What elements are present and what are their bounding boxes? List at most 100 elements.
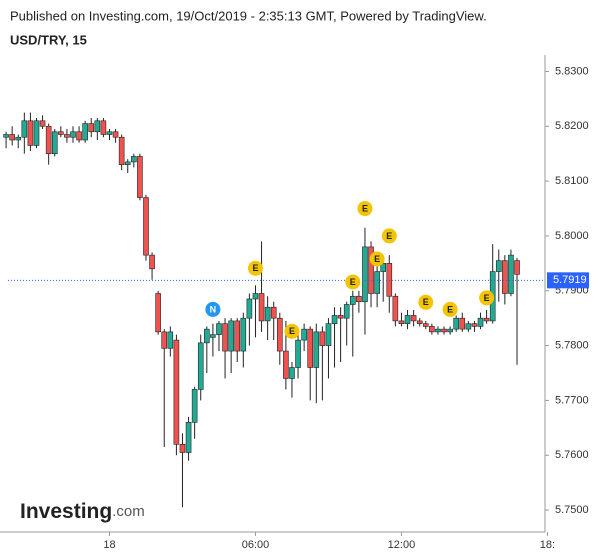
- x-tick-label: 06:00: [242, 539, 270, 551]
- candle-body: [343, 304, 350, 319]
- y-tick-label: 5.8100: [555, 175, 589, 187]
- candle-body: [64, 134, 70, 138]
- candle-body: [3, 134, 9, 138]
- event-label: E: [362, 203, 368, 213]
- y-tick-label: 5.7600: [555, 449, 589, 461]
- event-label: E: [374, 254, 380, 264]
- candle-body: [161, 331, 168, 349]
- candle-body: [301, 328, 307, 341]
- event-marker: [345, 274, 361, 290]
- event-marker: [247, 260, 263, 276]
- candle-body: [495, 260, 502, 272]
- candle-body: [131, 156, 137, 163]
- candle-body: [197, 342, 204, 390]
- event-marker: [369, 251, 385, 267]
- candle-body: [15, 136, 22, 141]
- candle-body: [483, 317, 490, 322]
- candle-body: [258, 293, 265, 322]
- event-label: E: [350, 277, 356, 287]
- candle-body: [173, 339, 180, 445]
- candle-body: [76, 131, 82, 141]
- candle-body: [58, 131, 64, 135]
- candle-body: [112, 131, 119, 138]
- candle-body: [167, 331, 174, 349]
- candle-body: [453, 317, 459, 330]
- last-price-box: [547, 272, 589, 289]
- candle-body: [264, 306, 271, 322]
- candle-body: [362, 246, 368, 303]
- x-tick-label: 18: [103, 539, 115, 551]
- candle-body: [100, 120, 107, 135]
- candle-body: [441, 328, 447, 333]
- y-tick-label: 5.8000: [555, 230, 589, 242]
- candle-body: [459, 317, 466, 330]
- candle-body: [222, 323, 228, 352]
- candle-body: [179, 443, 186, 453]
- candle-body: [313, 331, 320, 368]
- candle-body: [246, 298, 253, 319]
- y-tick-label: 5.7500: [555, 504, 589, 516]
- candle-body: [216, 323, 222, 335]
- event-label: E: [252, 263, 258, 273]
- candle-body: [185, 422, 192, 453]
- candle-body: [252, 293, 259, 300]
- candle-body: [118, 136, 125, 165]
- candle-body: [416, 320, 423, 324]
- event-marker: [357, 201, 373, 217]
- candle-body: [204, 328, 210, 344]
- candle-body: [356, 295, 362, 303]
- event-label: E: [289, 326, 295, 336]
- candle-body: [143, 197, 149, 256]
- candle-body: [429, 326, 435, 333]
- candle-body: [124, 161, 131, 165]
- candle-body: [51, 131, 58, 154]
- candle-body: [289, 367, 295, 379]
- candle-body: [471, 323, 478, 327]
- x-tick-label: 12:00: [388, 539, 416, 551]
- candle-body: [435, 328, 441, 333]
- event-label: E: [484, 293, 490, 303]
- event-marker: [479, 290, 495, 306]
- candle-body: [368, 246, 374, 294]
- candle-body: [410, 315, 417, 322]
- event-marker: [284, 323, 300, 339]
- logo: Investing.com: [20, 500, 145, 523]
- last-price-label: 5.7919: [553, 274, 587, 286]
- candle-body: [447, 328, 453, 333]
- symbol: USD/TRY, 15: [10, 32, 87, 47]
- candle-body: [404, 315, 411, 324]
- candle-body: [70, 131, 76, 138]
- candle-body: [234, 320, 241, 352]
- event-marker: [442, 301, 458, 317]
- candle-body: [137, 156, 143, 198]
- candle-body: [155, 293, 161, 333]
- candle-body: [88, 123, 95, 133]
- candle-body: [240, 317, 247, 352]
- event-label: E: [386, 231, 392, 241]
- candle-body: [374, 271, 380, 294]
- candle-body: [45, 125, 52, 154]
- candle-body: [106, 131, 113, 135]
- candle-body: [270, 306, 277, 319]
- candle-body: [82, 123, 88, 141]
- candle-body: [39, 120, 46, 127]
- candle-body: [331, 315, 338, 324]
- y-tick-label: 5.8200: [555, 120, 589, 132]
- candle-body: [9, 134, 15, 141]
- candle-body: [337, 315, 344, 319]
- candle-body: [386, 263, 393, 297]
- event-marker: [381, 228, 397, 244]
- candle-body: [21, 120, 28, 138]
- candle-body: [392, 295, 399, 322]
- logo-name: Investing: [20, 500, 112, 523]
- event-label: E: [423, 297, 429, 307]
- candle-body: [398, 320, 405, 324]
- candle-body: [349, 295, 356, 305]
- candle-body: [228, 320, 234, 352]
- candle-body: [465, 323, 472, 330]
- candle-body: [325, 323, 332, 346]
- x-tick-label: 18:: [540, 539, 555, 551]
- candle-body: [514, 260, 520, 275]
